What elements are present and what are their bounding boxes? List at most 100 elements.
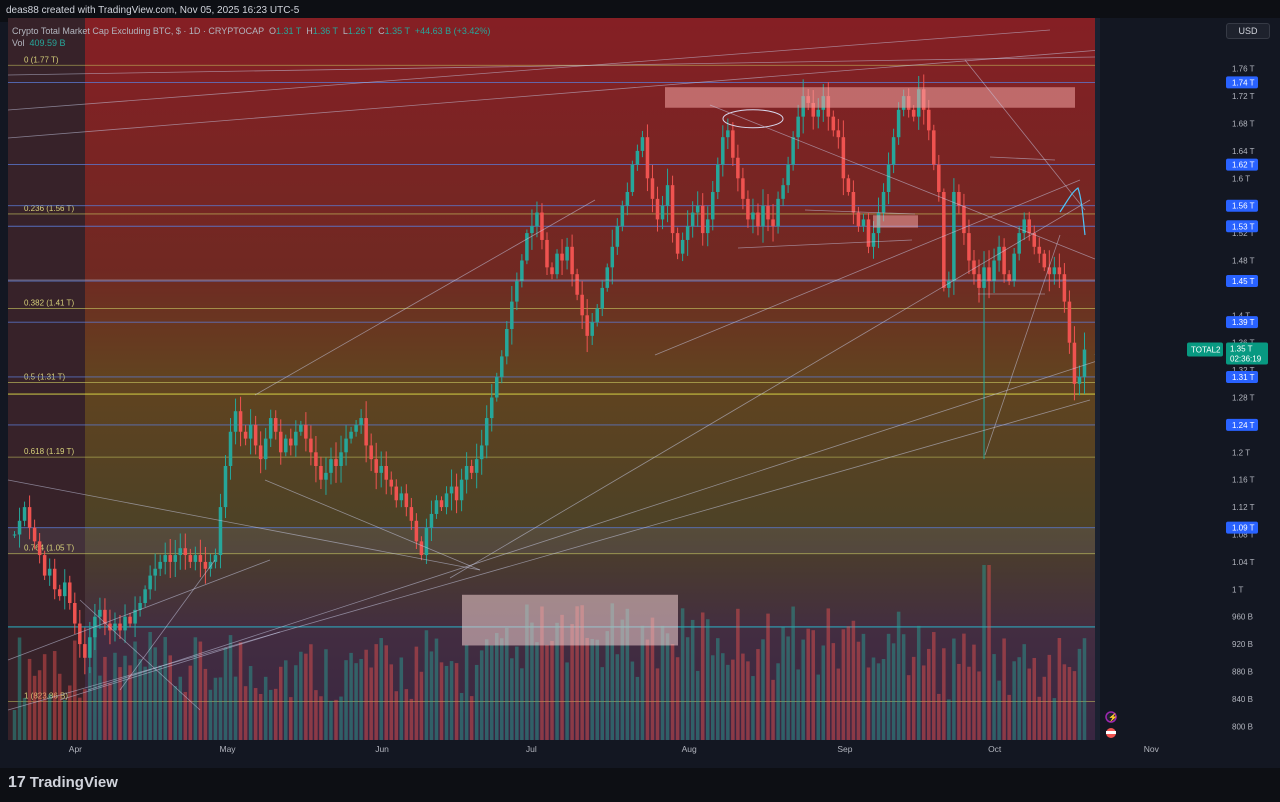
- candle-body: [992, 260, 996, 282]
- candle-body: [173, 555, 178, 562]
- volume-bar: [399, 657, 404, 740]
- symbol-title: Crypto Total Market Cap Excluding BTC, $…: [12, 26, 264, 36]
- level-tag-bg: [1226, 418, 1258, 431]
- volume-bar: [1082, 638, 1087, 740]
- candle-body: [1042, 253, 1047, 268]
- volume-bar: [98, 675, 102, 740]
- candle-body: [409, 507, 414, 521]
- volume-bar: [304, 653, 308, 740]
- high-label: H: [306, 26, 313, 36]
- candle-body: [369, 445, 373, 460]
- trend-line: [449, 199, 1091, 579]
- candle-body: [489, 397, 494, 419]
- symbol-legend[interactable]: Crypto Total Market Cap Excluding BTC, $…: [12, 26, 490, 36]
- volume-bar: [665, 633, 670, 740]
- volume-bar: [22, 697, 27, 740]
- volume-bar: [685, 637, 690, 740]
- candle-body: [937, 164, 941, 192]
- lightning-icon: [1105, 711, 1117, 723]
- volume-bar: [937, 693, 941, 740]
- volume-bar: [786, 636, 790, 740]
- volume-bar: [1032, 657, 1037, 740]
- volume-bar: [700, 612, 705, 740]
- candle-body: [1017, 233, 1021, 254]
- price-tick: 1.2 T: [1232, 448, 1250, 457]
- volume-bar: [901, 634, 906, 740]
- candle-body: [911, 109, 916, 117]
- candle-body: [962, 205, 966, 234]
- volume-bar: [605, 631, 610, 740]
- candle-body: [610, 246, 615, 268]
- volume-bar: [153, 647, 157, 740]
- tradingview-logo[interactable]: 17 TradingView: [8, 774, 118, 792]
- candle-body: [952, 192, 956, 282]
- volume-bar: [329, 700, 333, 740]
- volume-bar: [731, 659, 735, 740]
- volume-bar: [871, 657, 876, 740]
- price-tick: 1.68 T: [1232, 120, 1255, 129]
- candle-body: [419, 541, 424, 556]
- candle-body: [62, 582, 67, 597]
- volume-bar: [489, 645, 494, 740]
- candle-body: [218, 507, 223, 556]
- volume-bar: [464, 644, 469, 740]
- currency-button[interactable]: USD: [1226, 23, 1270, 39]
- candle-body: [459, 479, 464, 501]
- credit-text: deas88 created with TradingView.com, Nov…: [6, 5, 300, 16]
- volume-bar: [459, 692, 464, 740]
- fib-label: 1 (823.86 B): [24, 692, 68, 701]
- volume-bar: [876, 663, 881, 740]
- volume-bar: [540, 606, 544, 740]
- candle-body: [700, 205, 705, 234]
- volume-bar: [811, 630, 815, 740]
- volume-bar: [1007, 694, 1011, 740]
- candle-body: [349, 431, 353, 439]
- volume-bar: [258, 693, 263, 740]
- candle-body: [731, 130, 735, 158]
- fib-label: 0.764 (1.05 T): [24, 544, 74, 553]
- volume-bar: [1037, 696, 1042, 740]
- volume-bar: [78, 697, 82, 740]
- volume-bar: [766, 613, 770, 740]
- supply-zone-rect: [665, 87, 1075, 108]
- volume-bar: [1047, 654, 1052, 740]
- candle-body: [148, 575, 152, 590]
- candle-body: [233, 411, 238, 432]
- candle-body: [690, 212, 695, 227]
- candle-body: [851, 192, 856, 213]
- volume-legend[interactable]: Vol 409.59 B: [12, 38, 66, 48]
- candle-body: [228, 431, 233, 466]
- level-tag-text: 1.09 T: [1232, 524, 1255, 533]
- candle-body: [781, 185, 785, 199]
- drawings: [7, 29, 1226, 711]
- price-axis: 1.76 T 1.72 T 1.68 T 1.64 T 1.6 T 1.52 T 1.48 …: [1095, 18, 1280, 768]
- candle-body: [796, 116, 800, 138]
- candle-body: [786, 164, 790, 186]
- candle-body: [168, 555, 172, 562]
- fib-label: 0.236 (1.56 T): [24, 204, 74, 213]
- volume-bar: [424, 630, 429, 740]
- level-tag: 1.31 T: [1226, 370, 1258, 383]
- volume-bar: [394, 691, 399, 740]
- volume-bar: [670, 644, 675, 740]
- volume-bar: [484, 639, 489, 740]
- volume-bar: [625, 608, 630, 740]
- volume-bar: [711, 655, 715, 740]
- volume-bar: [525, 604, 529, 740]
- candle-body: [42, 555, 47, 576]
- candle-body: [389, 479, 394, 487]
- candle-body: [17, 520, 22, 535]
- volume-bar: [253, 688, 258, 740]
- candle-body: [424, 527, 429, 556]
- price-tick: 1.04 T: [1232, 558, 1255, 567]
- level-tag-bg: [1226, 275, 1258, 288]
- candle-body: [143, 589, 147, 603]
- candle-body: [640, 137, 645, 151]
- volume-bar: [615, 654, 620, 740]
- volume-bar: [198, 641, 203, 740]
- candle-body: [203, 561, 208, 569]
- chart-canvas[interactable]: 0 (1.77 T) 0.236 (1.56 T) 0.382 (1.41 T) 0.…: [0, 0, 1280, 768]
- candle-body: [655, 198, 660, 220]
- volume-bar: [299, 651, 303, 740]
